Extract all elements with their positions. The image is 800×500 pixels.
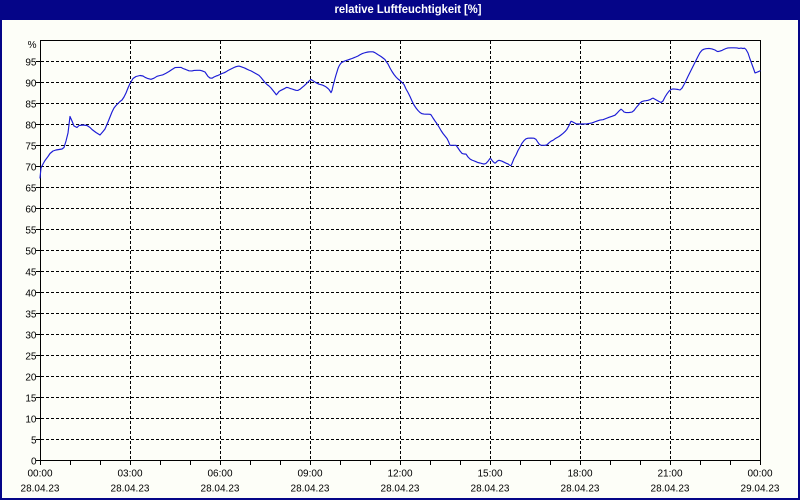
- svg-text:relative Luftfeuchtigkeit [%]: relative Luftfeuchtigkeit [%]: [335, 2, 482, 16]
- svg-text:28.04.23: 28.04.23: [291, 484, 330, 495]
- svg-text:25: 25: [25, 352, 37, 363]
- svg-text:21:00: 21:00: [657, 469, 682, 480]
- svg-text:30: 30: [25, 331, 37, 342]
- svg-text:28.04.23: 28.04.23: [381, 484, 420, 495]
- svg-text:03:00: 03:00: [117, 469, 142, 480]
- svg-text:10: 10: [25, 415, 37, 426]
- svg-text:12:00: 12:00: [387, 469, 412, 480]
- svg-text:40: 40: [25, 289, 37, 300]
- svg-text:09:00: 09:00: [297, 469, 322, 480]
- svg-text:60: 60: [25, 205, 37, 216]
- svg-text:80: 80: [25, 121, 37, 132]
- svg-text:50: 50: [25, 247, 37, 258]
- svg-text:85: 85: [25, 100, 37, 111]
- svg-text:06:00: 06:00: [207, 469, 232, 480]
- svg-text:75: 75: [25, 142, 37, 153]
- svg-text:95: 95: [25, 58, 37, 69]
- svg-text:15:00: 15:00: [477, 469, 502, 480]
- svg-text:28.04.23: 28.04.23: [651, 484, 690, 495]
- svg-text:28.04.23: 28.04.23: [471, 484, 510, 495]
- svg-text:35: 35: [25, 310, 37, 321]
- svg-text:29.04.23: 29.04.23: [741, 484, 780, 495]
- svg-text:18:00: 18:00: [567, 469, 592, 480]
- svg-text:28.04.23: 28.04.23: [201, 484, 240, 495]
- svg-text:28.04.23: 28.04.23: [111, 484, 150, 495]
- svg-text:28.04.23: 28.04.23: [561, 484, 600, 495]
- svg-text:45: 45: [25, 268, 37, 279]
- svg-text:90: 90: [25, 79, 37, 90]
- svg-text:0: 0: [31, 457, 37, 468]
- svg-text:28.04.23: 28.04.23: [21, 484, 60, 495]
- svg-text:70: 70: [25, 163, 37, 174]
- svg-text:%: %: [28, 40, 37, 51]
- svg-text:20: 20: [25, 373, 37, 384]
- svg-text:15: 15: [25, 394, 37, 405]
- svg-text:55: 55: [25, 226, 37, 237]
- svg-text:00:00: 00:00: [27, 469, 52, 480]
- svg-text:00:00: 00:00: [747, 469, 772, 480]
- svg-text:5: 5: [31, 436, 37, 447]
- svg-text:65: 65: [25, 184, 37, 195]
